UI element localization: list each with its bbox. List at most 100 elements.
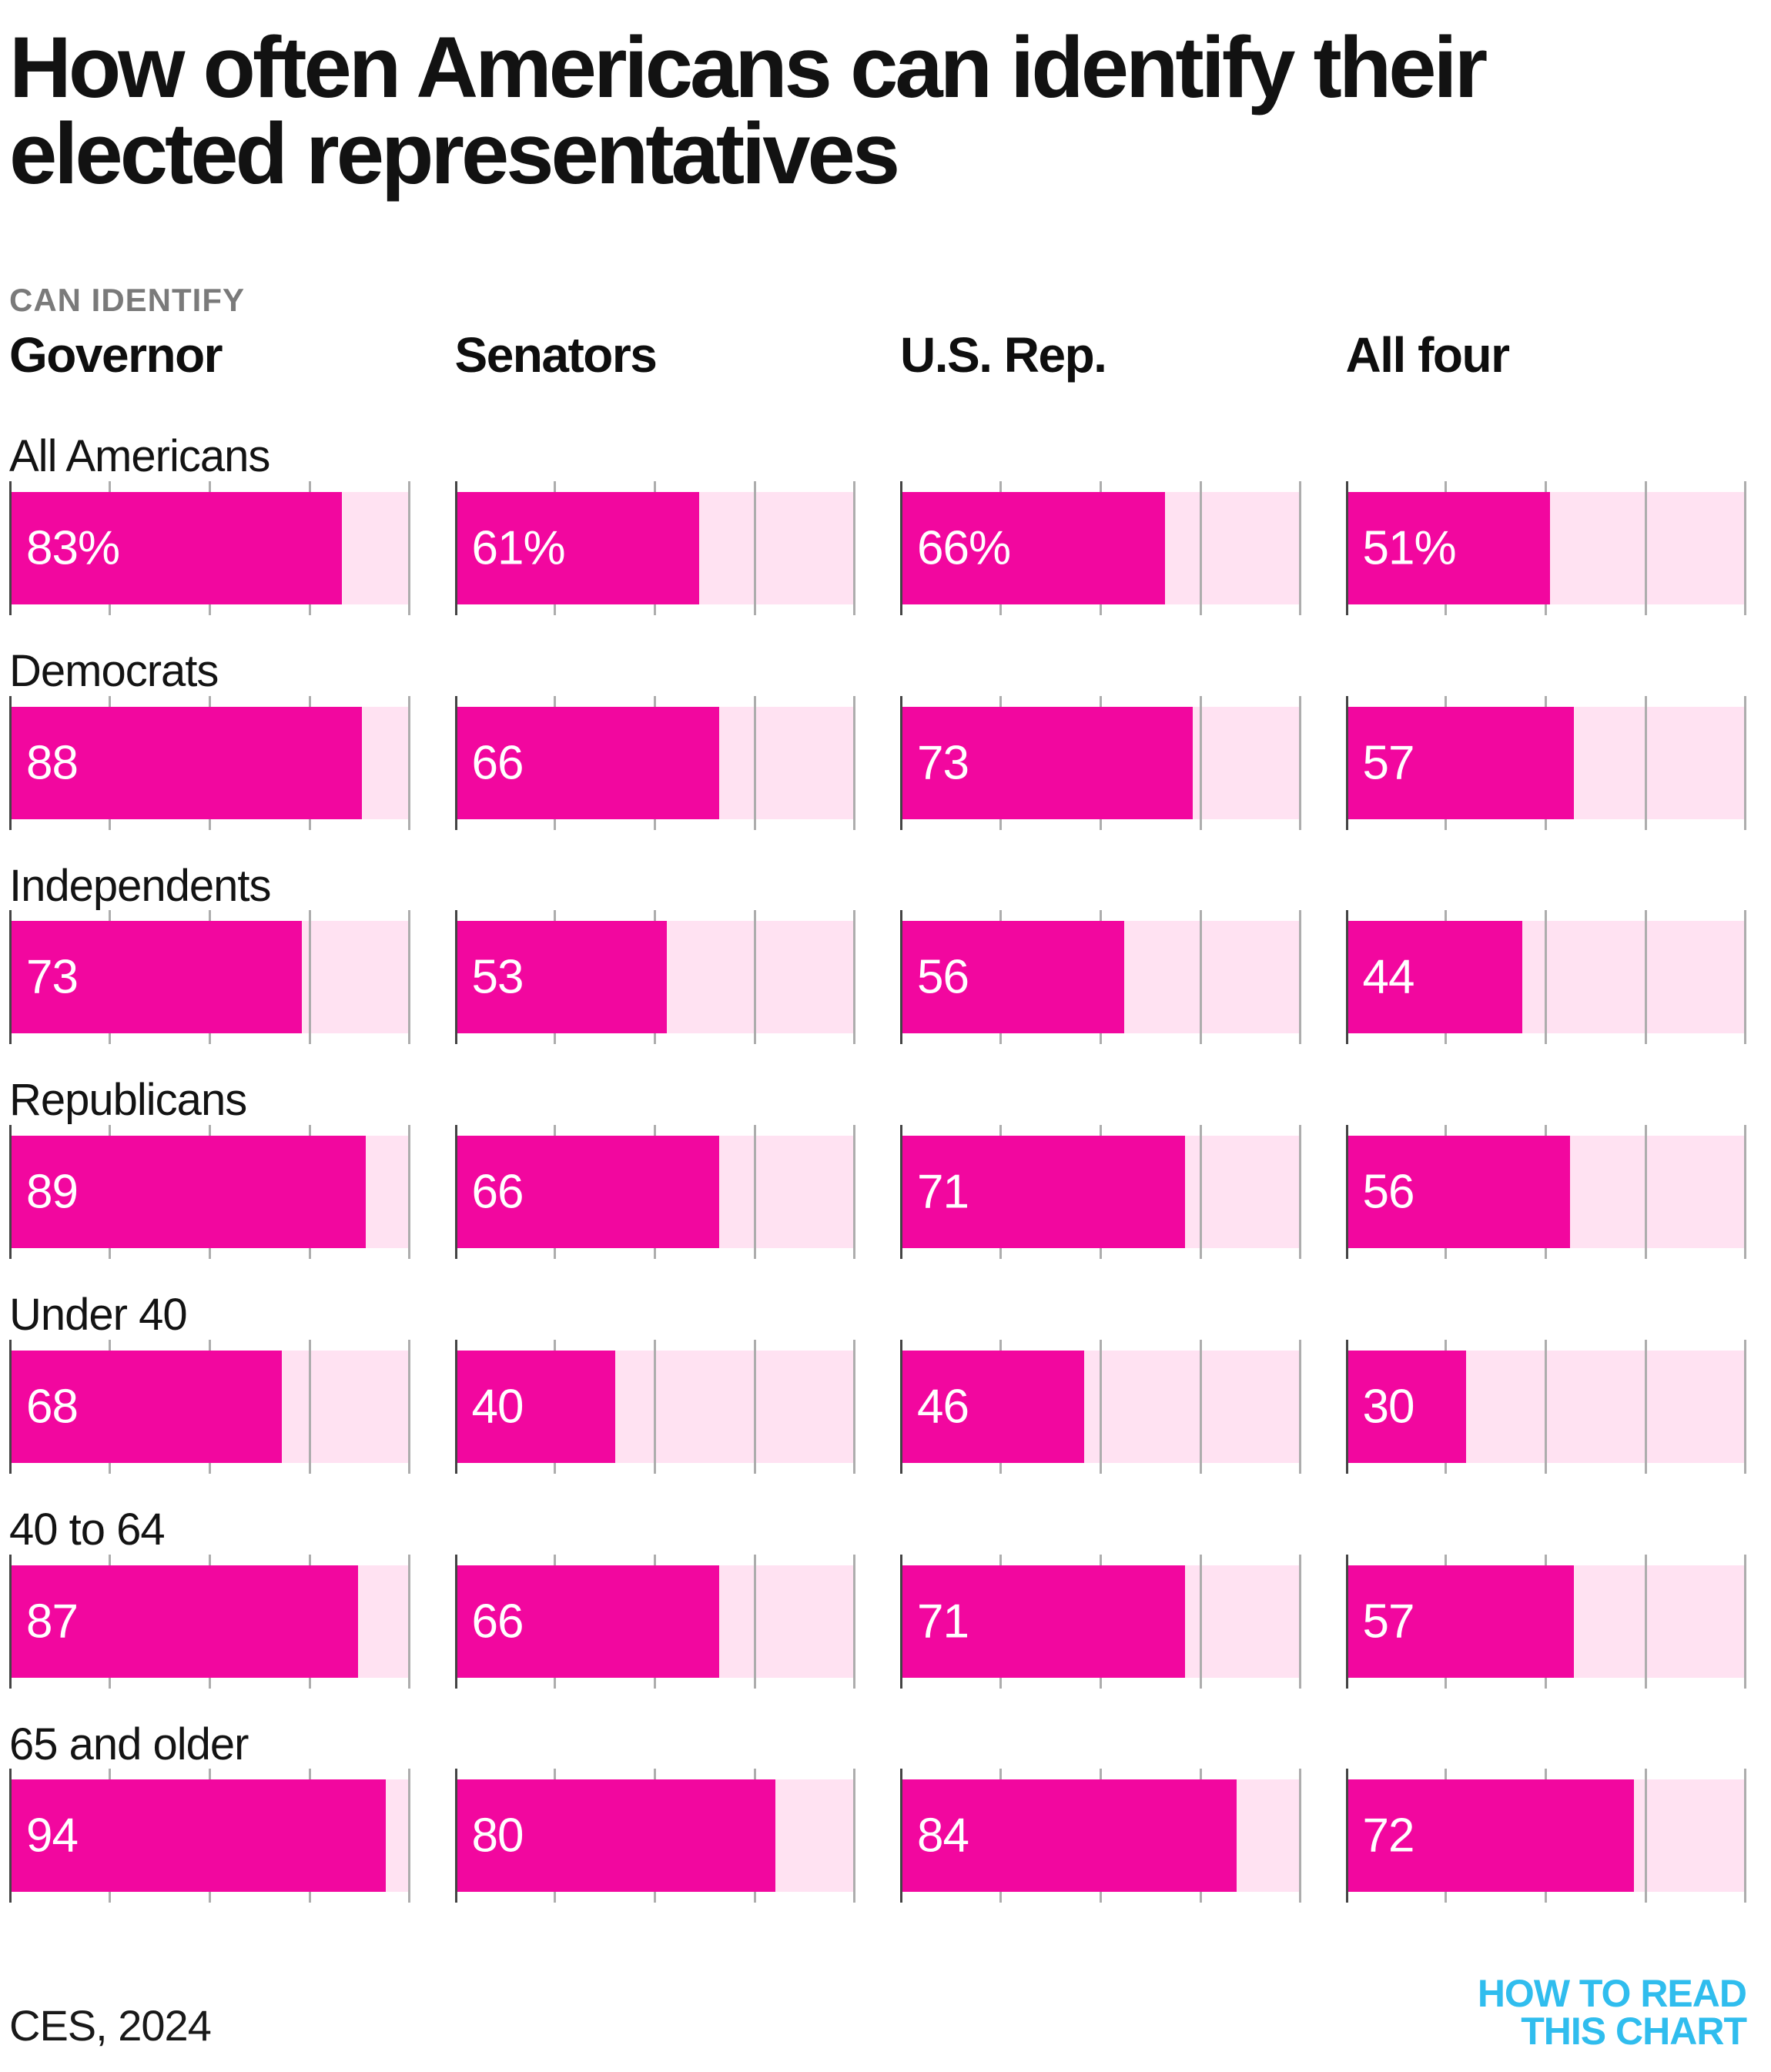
- bar-value-label: 53: [471, 950, 524, 1004]
- bar-governor-democrats: 88: [9, 695, 410, 830]
- axis-tick-100: [407, 695, 410, 830]
- axis-tick-100: [1298, 1339, 1301, 1474]
- bar-fill: [9, 1779, 387, 1893]
- bar-u-s-rep-all-americans: 66%: [900, 481, 1301, 616]
- axis-tick-0: [454, 910, 457, 1045]
- bar-fill: [454, 492, 699, 605]
- axis-tick-75: [1199, 481, 1202, 616]
- axis-tick-0: [9, 695, 12, 830]
- chart-row-under-40: Under 40 68 40 46 30: [9, 1290, 1746, 1474]
- bar-value-label: 30: [1362, 1380, 1415, 1434]
- axis-tick-50: [1545, 910, 1548, 1045]
- bar-senators-65-and-older: 80: [454, 1769, 855, 1903]
- bar-value-label: 57: [1362, 736, 1415, 790]
- bar-u-s-rep-democrats: 73: [900, 695, 1301, 830]
- bar-value-label: 56: [917, 950, 969, 1004]
- bar-fill: [900, 1779, 1237, 1893]
- bar-fill: [900, 1136, 1185, 1249]
- row-label-republicans: Republicans: [9, 1075, 247, 1126]
- axis-tick-75: [1199, 1125, 1202, 1260]
- axis-tick-75: [1199, 695, 1202, 830]
- bar-all-four-democrats: 57: [1345, 695, 1746, 830]
- axis-tick-0: [454, 1769, 457, 1903]
- axis-tick-75: [1199, 1554, 1202, 1689]
- kicker-label: CAN IDENTIFY: [9, 282, 245, 318]
- row-bars-all-americans: 83% 61% 66% 51%: [9, 481, 1746, 616]
- bar-value-label: 83%: [26, 521, 120, 575]
- row-label-independents: Independents: [9, 860, 272, 911]
- bar-fill: [9, 1350, 282, 1463]
- bar-governor-all-americans: 83%: [9, 481, 410, 616]
- how-to-read-this-chart-logo: HOW TO READ THIS CHART: [1478, 1974, 1747, 2050]
- bar-fill: [9, 921, 302, 1034]
- axis-tick-100: [407, 1339, 410, 1474]
- bar-value-label: 61%: [471, 521, 566, 575]
- axis-tick-75: [1645, 910, 1648, 1045]
- row-bars-65-and-older: 94 80 84 72: [9, 1769, 1746, 1903]
- axis-tick-0: [900, 1339, 902, 1474]
- bar-value-label: 87: [26, 1595, 79, 1649]
- axis-tick-0: [900, 481, 902, 616]
- axis-tick-100: [1744, 1339, 1746, 1474]
- bar-fill: [900, 706, 1193, 819]
- axis-tick-0: [1345, 695, 1348, 830]
- bar-fill: [1345, 492, 1550, 605]
- bar-fill: [9, 1136, 367, 1249]
- bar-fill: [900, 1350, 1085, 1463]
- axis-tick-100: [853, 1339, 855, 1474]
- axis-tick-0: [900, 910, 902, 1045]
- axis-tick-75: [1645, 1554, 1648, 1689]
- bar-value-label: 57: [1362, 1595, 1415, 1649]
- bar-all-four-independents: 44: [1345, 910, 1746, 1045]
- bar-senators-independents: 53: [454, 910, 855, 1045]
- bar-fill: [1345, 1350, 1466, 1463]
- axis-tick-100: [1298, 481, 1301, 616]
- axis-tick-100: [407, 1554, 410, 1689]
- bar-fill: [454, 1565, 720, 1678]
- axis-tick-100: [853, 1554, 855, 1689]
- row-bars-40-to-64: 87 66 71 57: [9, 1554, 1746, 1689]
- axis-tick-0: [1345, 910, 1348, 1045]
- bar-fill: [9, 1565, 358, 1678]
- bar-value-label: 66: [471, 1595, 524, 1649]
- bar-value-label: 66: [471, 736, 524, 790]
- bar-fill: [900, 921, 1125, 1034]
- chart-row-independents: Independents 73 53 56 44: [9, 860, 1746, 1045]
- bar-value-label: 80: [471, 1809, 524, 1863]
- axis-tick-100: [853, 1125, 855, 1260]
- bar-fill: [1345, 1565, 1575, 1678]
- bar-u-s-rep-40-to-64: 71: [900, 1554, 1301, 1689]
- chart-row-65-and-older: 65 and older 94 80 84 72: [9, 1719, 1746, 1903]
- bar-fill: [900, 1565, 1185, 1678]
- axis-tick-75: [754, 910, 757, 1045]
- bar-value-label: 56: [1362, 1165, 1415, 1219]
- bar-senators-republicans: 66: [454, 1125, 855, 1260]
- axis-tick-0: [1345, 1769, 1348, 1903]
- bar-governor-republicans: 89: [9, 1125, 410, 1260]
- row-label-40-to-64: 40 to 64: [9, 1504, 166, 1555]
- bar-u-s-rep-under-40: 46: [900, 1339, 1301, 1474]
- bar-value-label: 44: [1362, 950, 1415, 1004]
- bar-value-label: 40: [471, 1380, 524, 1434]
- axis-tick-0: [900, 1769, 902, 1903]
- bar-governor-65-and-older: 94: [9, 1769, 410, 1903]
- bar-fill: [454, 1779, 775, 1893]
- axis-tick-75: [754, 481, 757, 616]
- axis-tick-50: [1099, 1339, 1102, 1474]
- bar-governor-40-to-64: 87: [9, 1554, 410, 1689]
- column-header-us-rep: U.S. Rep.: [900, 327, 1107, 383]
- column-headers: Governor Senators U.S. Rep. All four: [9, 327, 1746, 383]
- bar-all-four-republicans: 56: [1345, 1125, 1746, 1260]
- axis-tick-75: [1199, 910, 1202, 1045]
- bar-value-label: 68: [26, 1380, 79, 1434]
- bar-fill: [9, 706, 363, 819]
- chart-row-democrats: Democrats 88 66 73 57: [9, 646, 1746, 830]
- axis-tick-0: [454, 1554, 457, 1689]
- axis-tick-75: [1645, 1769, 1648, 1903]
- axis-tick-100: [1298, 910, 1301, 1045]
- axis-tick-100: [853, 481, 855, 616]
- axis-tick-100: [407, 1769, 410, 1903]
- chart-title-line2: elected representatives: [9, 105, 900, 202]
- bar-value-label: 73: [917, 736, 969, 790]
